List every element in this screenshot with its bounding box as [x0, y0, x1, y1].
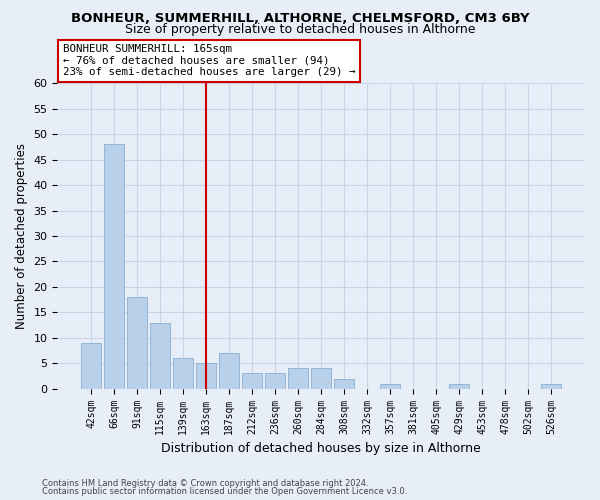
Bar: [289, 368, 308, 388]
X-axis label: Distribution of detached houses by size in Althorne: Distribution of detached houses by size …: [161, 442, 481, 455]
Text: Contains public sector information licensed under the Open Government Licence v3: Contains public sector information licen…: [42, 487, 407, 496]
Y-axis label: Number of detached properties: Number of detached properties: [15, 143, 28, 329]
Bar: [82, 343, 101, 388]
Text: BONHEUR SUMMERHILL: 165sqm
← 76% of detached houses are smaller (94)
23% of semi: BONHEUR SUMMERHILL: 165sqm ← 76% of deta…: [62, 44, 355, 78]
Bar: [151, 322, 170, 388]
Text: Contains HM Land Registry data © Crown copyright and database right 2024.: Contains HM Land Registry data © Crown c…: [42, 478, 368, 488]
Bar: [104, 144, 124, 388]
Text: Size of property relative to detached houses in Althorne: Size of property relative to detached ho…: [125, 22, 475, 36]
Bar: [334, 378, 354, 388]
Bar: [127, 297, 147, 388]
Bar: [265, 374, 285, 388]
Bar: [449, 384, 469, 388]
Bar: [196, 364, 216, 388]
Bar: [311, 368, 331, 388]
Bar: [220, 353, 239, 388]
Bar: [380, 384, 400, 388]
Text: BONHEUR, SUMMERHILL, ALTHORNE, CHELMSFORD, CM3 6BY: BONHEUR, SUMMERHILL, ALTHORNE, CHELMSFOR…: [71, 12, 529, 26]
Bar: [242, 374, 262, 388]
Bar: [173, 358, 193, 388]
Bar: [541, 384, 561, 388]
